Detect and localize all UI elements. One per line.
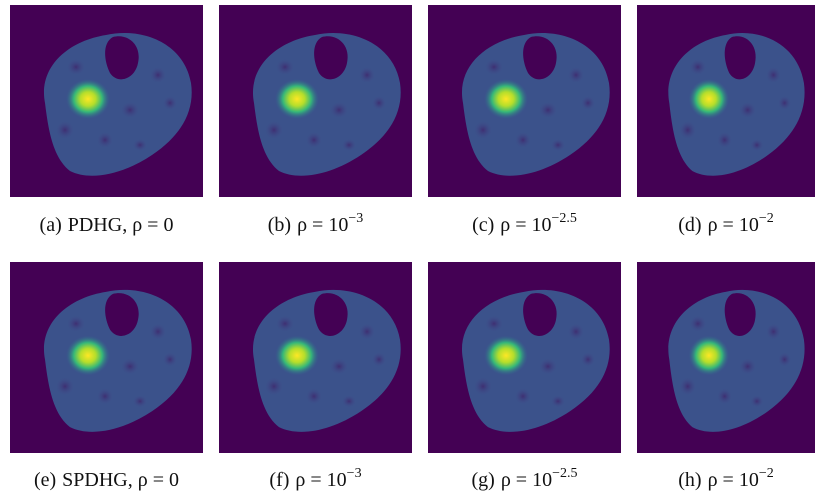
scan-image	[10, 5, 203, 197]
caption-label: (e)	[34, 469, 56, 491]
figure: (a)PDHG, ρ = 0(b)ρ = 10−3(c)ρ = 10−2.5(d…	[0, 0, 815, 501]
caption-superscript: −2	[759, 211, 774, 226]
caption-superscript: −3	[347, 466, 362, 481]
panel-image	[10, 5, 203, 197]
caption-label: (g)	[472, 469, 495, 491]
caption-text: ρ = 10	[501, 469, 552, 491]
caption-label: (c)	[472, 214, 494, 236]
caption-text: ρ = 10	[297, 214, 348, 236]
caption: (d) ρ = 10−2	[678, 211, 774, 236]
panel-image	[428, 262, 621, 453]
caption-text: ρ = 10	[500, 214, 551, 236]
panel-image	[428, 5, 621, 197]
caption-label: (b)	[268, 214, 291, 236]
caption: (c) ρ = 10−2.5	[472, 211, 577, 236]
scan-image	[219, 5, 412, 197]
caption-text: PDHG, ρ = 0	[68, 214, 174, 236]
panel-image	[10, 262, 203, 453]
scan-image	[637, 5, 815, 197]
caption-superscript: −2.5	[552, 211, 577, 226]
caption: (f) ρ = 10−3	[269, 466, 361, 491]
caption-label: (d)	[678, 214, 701, 236]
panel-image	[219, 5, 412, 197]
scan-image	[637, 262, 815, 453]
caption-text: ρ = 10	[708, 214, 759, 236]
caption-superscript: −2	[759, 466, 774, 481]
scan-image	[428, 262, 621, 453]
caption-label: (f)	[269, 469, 289, 491]
caption-label: (h)	[678, 469, 701, 491]
panel-image	[219, 262, 412, 453]
caption-text: SPDHG, ρ = 0	[62, 469, 179, 491]
caption: (h) ρ = 10−2	[678, 466, 774, 491]
panel-image	[637, 5, 815, 197]
caption: (g) ρ = 10−2.5	[472, 466, 578, 491]
caption: (a) PDHG, ρ = 0	[40, 214, 174, 236]
caption-superscript: −2.5	[552, 466, 577, 481]
scan-image	[219, 262, 412, 453]
panel-image	[637, 262, 815, 453]
caption: (e) SPDHG, ρ = 0	[34, 469, 179, 491]
caption: (b) ρ = 10−3	[268, 211, 364, 236]
scan-image	[428, 5, 621, 197]
caption-text: ρ = 10	[295, 469, 346, 491]
caption-label: (a)	[40, 214, 62, 236]
caption-text: ρ = 10	[708, 469, 759, 491]
caption-superscript: −3	[348, 211, 363, 226]
scan-image	[10, 262, 203, 453]
